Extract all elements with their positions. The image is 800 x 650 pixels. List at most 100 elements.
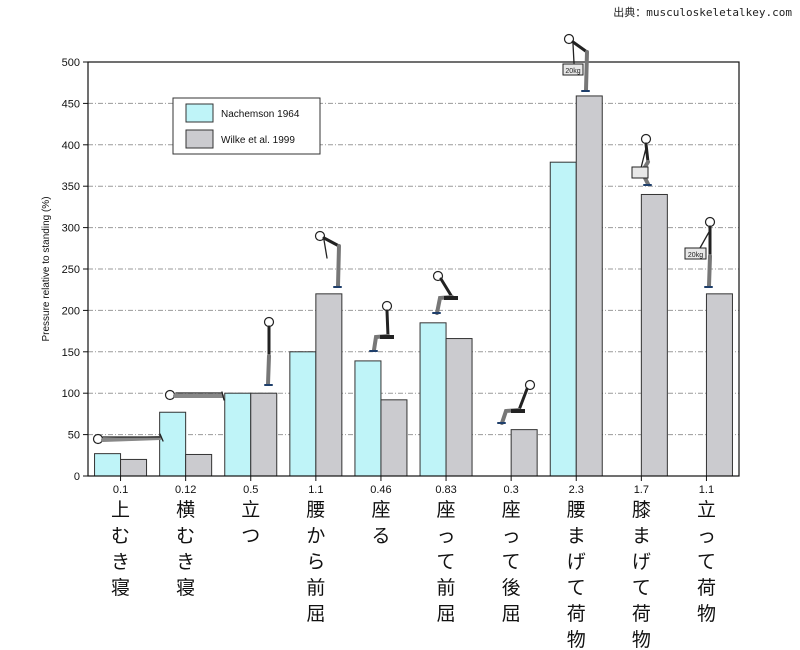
y-tick-label-50: 50 (68, 430, 80, 442)
mpa-label-4: 0.46 (370, 484, 391, 496)
figure-sitting-back (497, 379, 536, 425)
figure-torso-7 (571, 40, 589, 54)
figure-weight-8 (631, 166, 649, 179)
figure-head-4 (381, 300, 393, 312)
figure-arm-9 (699, 231, 710, 249)
figure-head-9 (704, 216, 716, 228)
figure-head-3 (314, 230, 326, 242)
y-tick-label-300: 300 (62, 223, 80, 235)
bar-wilke-0 (120, 458, 148, 477)
figure-head-1 (164, 389, 176, 401)
category-label-4: 座る (371, 499, 390, 547)
figure-head-0 (92, 433, 104, 445)
figure-arm-3 (323, 239, 328, 259)
figure-weight-7-label: 20kg (565, 68, 580, 75)
mpa-label-9: 1.1 (699, 484, 714, 496)
figure-legs-7 (584, 50, 589, 92)
figure-arm-7 (572, 43, 575, 64)
bar-wilke-7 (575, 95, 603, 477)
y-tick-label-350: 350 (62, 181, 80, 193)
figure-head-7 (563, 33, 575, 45)
category-label-1: 横むき寝 (176, 499, 195, 599)
figure-legs-9 (707, 254, 712, 288)
mpa-label-7: 2.3 (569, 484, 584, 496)
y-axis: 0 50 100 150 200 250 300 350 400 450 500 (62, 57, 88, 483)
figure-lying-supine (92, 433, 164, 445)
category-label-0: 上むき寝 (111, 499, 130, 599)
mpa-label-2: 0.5 (243, 484, 258, 496)
bar-nachemson-1 (159, 411, 187, 477)
figure-torso-5 (439, 277, 454, 299)
bar-nachemson-0 (94, 453, 122, 477)
figure-torso-4 (385, 309, 390, 338)
bar-wilke-6 (510, 429, 538, 477)
y-tick-label-400: 400 (62, 140, 80, 152)
category-label-9: 立って荷物 (697, 499, 716, 625)
figure-head-2 (263, 316, 275, 328)
figure-sitting-forward (432, 270, 458, 315)
legend: Nachemson 1964 Wilke et al. 1999 (172, 97, 321, 155)
y-axis-label: Pressure relative to standing (%) (41, 196, 52, 341)
legend-label-wilke: Wilke et al. 1999 (221, 135, 295, 146)
mpa-label-8: 1.7 (634, 484, 649, 496)
figure-knee-lift (631, 133, 652, 186)
legend-swatch-nachemson (185, 103, 214, 123)
figure-body-0 (101, 436, 162, 442)
figure-bend-lift: 20kg (562, 33, 590, 92)
figure-weight-9 (684, 247, 707, 260)
figure-foot-0 (159, 433, 164, 442)
bar-nachemson-3 (289, 351, 317, 477)
category-label-8: 膝まげて荷物 (632, 499, 651, 650)
source-credit: 出典：musculoskeletalkey.com (613, 6, 792, 19)
figure-head-6 (524, 379, 536, 391)
mpa-label-6: 0.3 (504, 484, 519, 496)
category-label-5: 座って前屈 (437, 499, 456, 625)
mpa-label-1: 0.12 (175, 484, 196, 496)
category-label-7: 腰まげて荷物 (567, 499, 586, 650)
figure-bending (314, 230, 342, 288)
figure-lying-side (164, 389, 225, 401)
figure-head-8 (640, 133, 652, 145)
figure-arm-8 (640, 147, 647, 169)
legend-swatch-wilke (185, 129, 214, 149)
figure-sitting (369, 300, 394, 352)
bar-wilke-1 (185, 453, 213, 477)
figure-weight-9-label: 20kg (688, 252, 703, 259)
figure-standing (263, 316, 275, 386)
mpa-label-5: 0.83 (435, 484, 456, 496)
figure-torso-3 (322, 236, 341, 248)
y-tick-label-100: 100 (62, 388, 80, 400)
mpa-label-3: 1.1 (308, 484, 323, 496)
y-tick-label-450: 450 (62, 98, 80, 110)
figure-stand-hold: 20kg (684, 216, 716, 288)
figure-foot-1 (221, 391, 225, 401)
category-label-6: 座って後屈 (502, 499, 521, 625)
figure-seat-6 (511, 409, 525, 413)
bar-wilke-8 (640, 193, 668, 477)
y-tick-label-500: 500 (62, 57, 80, 69)
y-tick-label-250: 250 (62, 264, 80, 276)
bar-wilke-2 (250, 392, 278, 477)
bar-nachemson-2 (224, 392, 252, 477)
figure-legs-3 (336, 244, 341, 288)
figure-torso-8 (644, 142, 650, 164)
category-label-3: 腰から前屈 (306, 499, 325, 625)
posture-figures: 20kg 20kg (92, 33, 716, 445)
mpa-label-0: 0.1 (113, 484, 128, 496)
figure-torso-6 (517, 387, 529, 412)
category-label-2: 立つ (241, 499, 260, 547)
figure-weight-7 (562, 63, 584, 76)
bars (94, 95, 733, 477)
legend-label-nachemson: Nachemson 1964 (221, 109, 300, 120)
y-tick-label-150: 150 (62, 347, 80, 359)
bar-wilke-3 (315, 293, 343, 477)
figure-seat-5 (444, 296, 458, 300)
bar-wilke-5 (445, 338, 473, 477)
bar-wilke-4 (380, 399, 408, 477)
y-tick-label-200: 200 (62, 305, 80, 317)
bar-nachemson-4 (354, 360, 382, 477)
x-axis: 0.1 上むき寝 0.12 横むき寝 0.5 立つ 1.1 腰から前屈 0.46 座る 0.83 座っ… (111, 476, 716, 650)
bar-nachemson-7 (549, 161, 577, 477)
figure-legs-2 (266, 354, 271, 386)
